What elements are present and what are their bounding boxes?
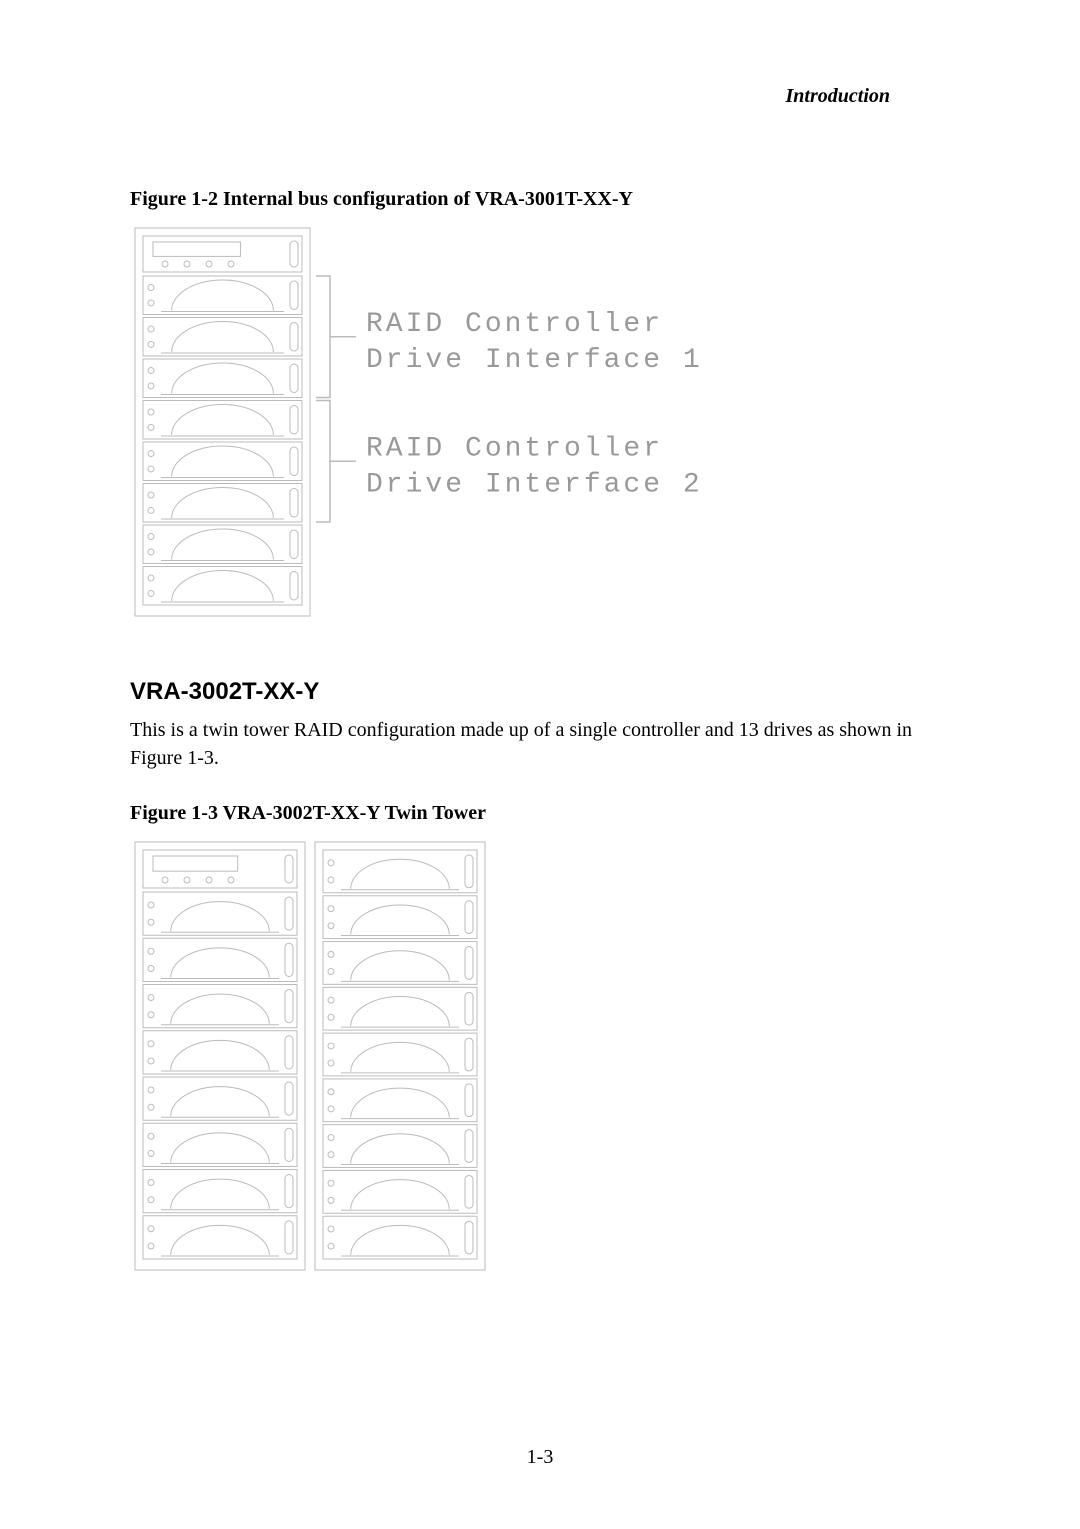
section-body: This is a twin tower RAID configuration … <box>130 716 950 772</box>
svg-text:Drive Interface 1: Drive Interface 1 <box>366 345 703 376</box>
figure-1-2-caption: Figure 1-2 Internal bus configuration of… <box>130 188 950 211</box>
svg-text:RAID Controller: RAID Controller <box>366 433 663 464</box>
figure-1-2-diagram: RAID Controller Drive Interface 1 RAID Con… <box>130 223 950 628</box>
page-number: 1-3 <box>0 1446 1080 1469</box>
svg-text:RAID Controller: RAID Controller <box>366 309 663 340</box>
figure-1-3-caption: Figure 1-3 VRA-3002T-XX-Y Twin Tower <box>130 802 950 825</box>
section-heading: VRA-3002T-XX-Y <box>130 678 950 706</box>
figure-1-3-diagram <box>130 837 950 1282</box>
svg-text:Drive Interface 2: Drive Interface 2 <box>366 469 703 500</box>
page-header: Introduction <box>130 85 890 108</box>
